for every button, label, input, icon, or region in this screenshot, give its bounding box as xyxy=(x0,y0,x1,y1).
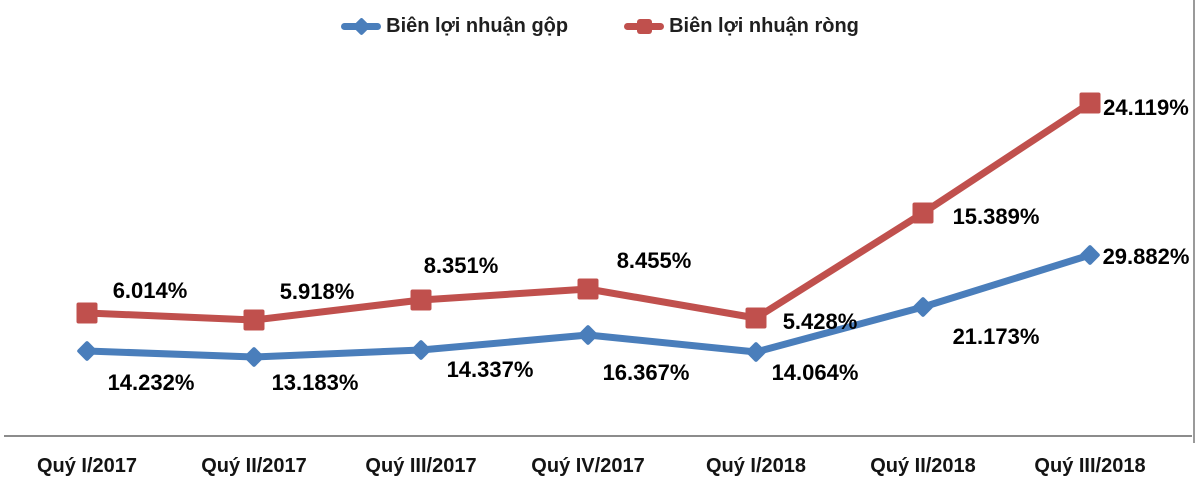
diamond-marker xyxy=(746,342,766,362)
legend-label-gross-margin: Biên lợi nhuận gộp xyxy=(386,14,569,37)
data-label: 14.064% xyxy=(771,360,859,385)
data-label: 29.882% xyxy=(1102,244,1190,269)
legend-diamond-marker-icon xyxy=(341,14,382,38)
x-axis-label: Quý I/2017 xyxy=(36,455,138,477)
x-axis-label: Quý IV/2017 xyxy=(531,455,645,477)
diamond-marker xyxy=(913,297,933,317)
data-label: 8.455% xyxy=(616,248,692,273)
data-label: 13.183% xyxy=(271,370,359,395)
data-label: 24.119% xyxy=(1103,95,1189,120)
diamond-marker xyxy=(244,347,264,367)
plot-right-border xyxy=(1193,0,1195,443)
diamond-marker xyxy=(578,325,598,345)
legend-item-gross-margin: Biên lợi nhuận gộp xyxy=(341,14,568,38)
square-marker xyxy=(745,307,767,329)
x-axis-line xyxy=(4,435,1192,437)
x-axis-label: Quý I/2018 xyxy=(705,455,807,477)
x-axis-label: Quý III/2018 xyxy=(1034,455,1146,477)
square-icon xyxy=(636,18,652,34)
x-axis-label: Quý II/2018 xyxy=(870,455,976,477)
data-label: 8.351% xyxy=(423,253,499,278)
data-label: 16.367% xyxy=(602,360,690,385)
data-label: 5.428% xyxy=(782,309,858,334)
chart-legend: Biên lợi nhuận gộp Biên lợi nhuận ròng xyxy=(0,14,1200,38)
legend-item-net-margin: Biên lợi nhuận ròng xyxy=(624,14,859,38)
x-axis-label: Quý III/2017 xyxy=(365,455,477,477)
square-marker xyxy=(1079,92,1101,114)
square-marker xyxy=(912,202,934,224)
square-marker xyxy=(243,309,265,331)
data-label: 15.389% xyxy=(952,204,1040,229)
x-axis-label: Quý II/2017 xyxy=(201,455,307,477)
legend-square-marker-icon xyxy=(624,14,665,38)
diamond-marker xyxy=(1080,245,1100,265)
diamond-marker xyxy=(411,340,431,360)
legend-label-net-margin: Biên lợi nhuận ròng xyxy=(669,14,859,37)
data-label: 14.232% xyxy=(107,370,195,395)
data-label: 5.918% xyxy=(279,279,355,304)
square-marker xyxy=(76,302,98,324)
data-label: 21.173% xyxy=(952,324,1040,349)
data-label: 6.014% xyxy=(112,278,188,303)
data-label: 14.337% xyxy=(446,357,534,382)
square-marker xyxy=(410,289,432,311)
diamond-marker xyxy=(77,341,97,361)
square-marker xyxy=(577,278,599,300)
